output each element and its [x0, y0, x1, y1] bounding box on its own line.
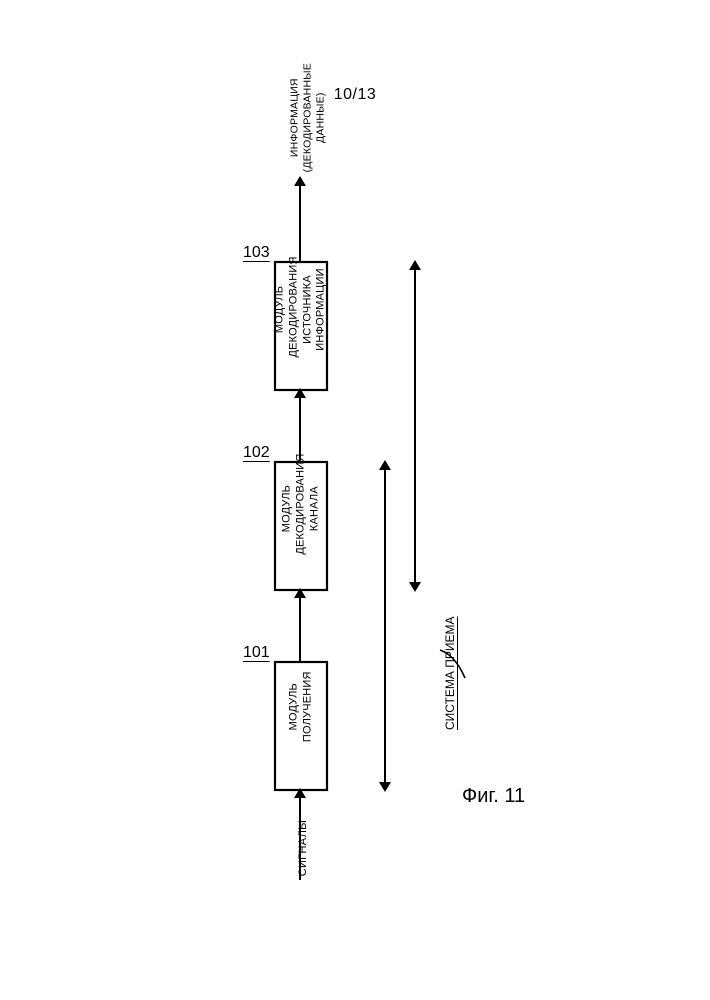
block-103-label: МОДУЛЬ ДЕКОДИРОВАНИЯ ИСТОЧНИКА ИНФОРМАЦИ…	[274, 262, 329, 358]
input-label: СИГНАЛЫ	[297, 818, 310, 878]
diagram-canvas	[0, 0, 710, 1000]
block-number-101: 101	[243, 644, 270, 662]
block-number-102: 102	[243, 444, 270, 462]
output-label: ИНФОРМАЦИЯ (ДЕКОДИРОВАННЫЕ ДАННЫЕ)	[288, 63, 327, 173]
block-102-label: МОДУЛЬ ДЕКОДИРОВАНИЯ КАНАЛА	[280, 463, 321, 555]
figure-label: Фиг. 11	[462, 785, 525, 808]
system-label: СИСТЕМА ПРИЕМА	[443, 617, 457, 730]
block-number-103: 103	[243, 244, 270, 262]
block-101-label: МОДУЛЬ ПОЛУЧЕНИЯ	[287, 662, 315, 752]
